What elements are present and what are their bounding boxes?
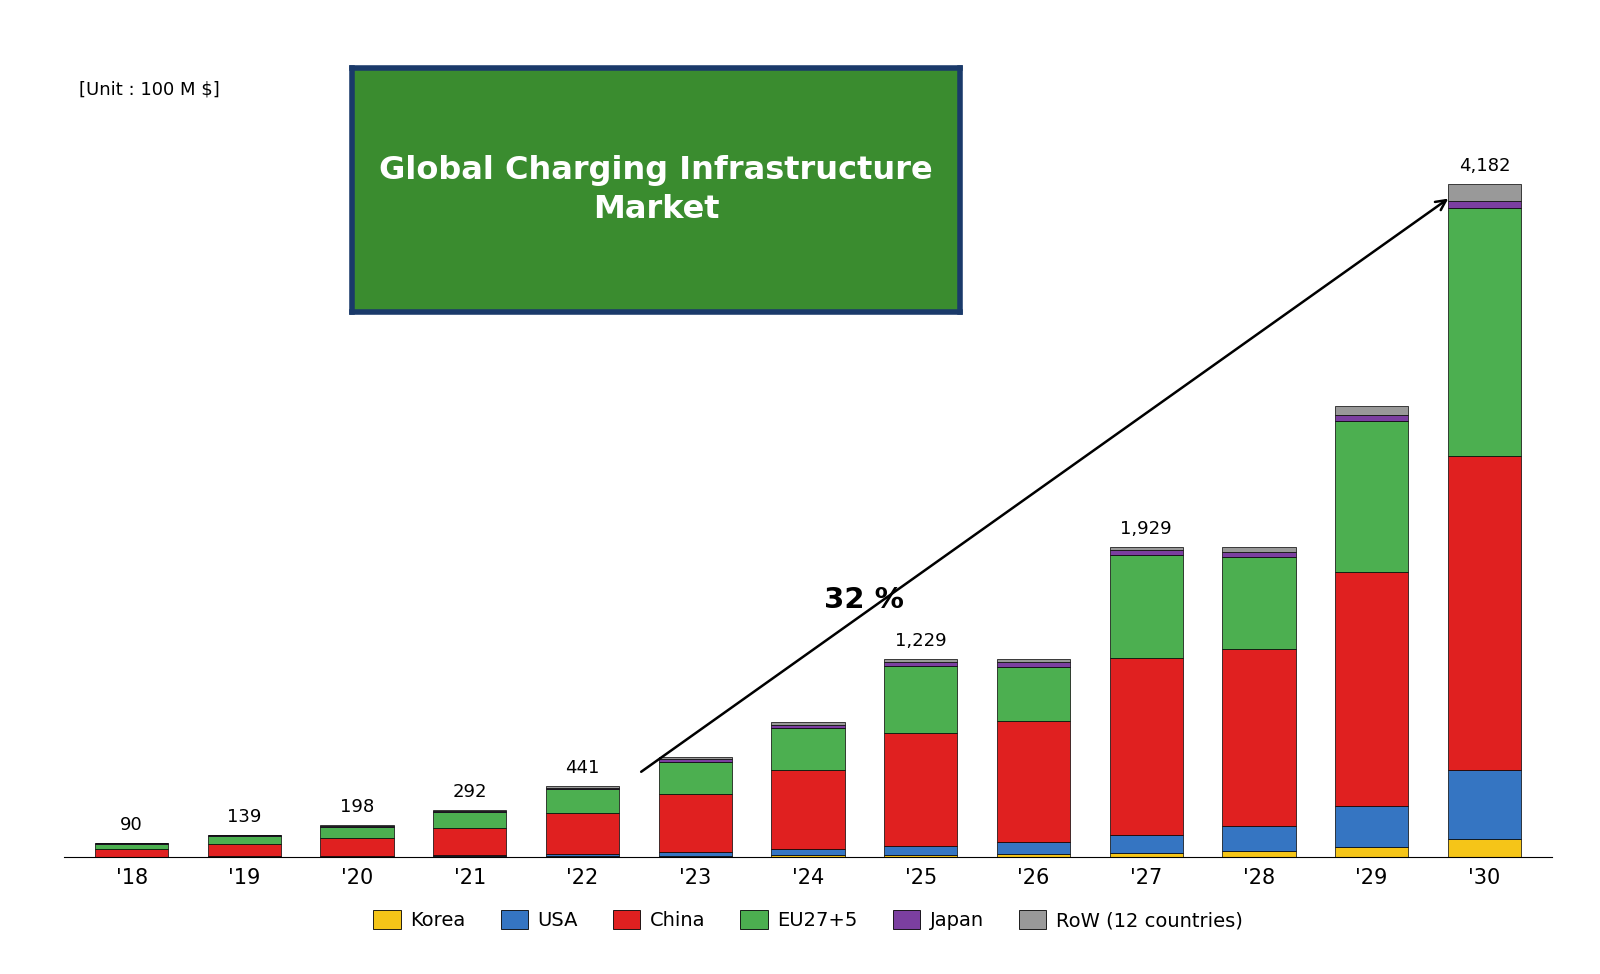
- Bar: [1109, 555, 1182, 658]
- Bar: [94, 848, 168, 857]
- Bar: [771, 855, 845, 857]
- Bar: [1448, 770, 1522, 840]
- Bar: [885, 733, 957, 845]
- Text: 4,182: 4,182: [1459, 157, 1510, 175]
- Bar: [1334, 421, 1408, 572]
- Bar: [546, 812, 619, 854]
- Bar: [1448, 208, 1522, 456]
- Bar: [997, 722, 1070, 843]
- Bar: [434, 812, 507, 828]
- Text: [Unit : 100 M $]: [Unit : 100 M $]: [78, 80, 219, 98]
- Bar: [1109, 836, 1182, 853]
- Bar: [1334, 805, 1408, 847]
- Bar: [885, 659, 957, 662]
- Bar: [1448, 201, 1522, 208]
- Text: 32 %: 32 %: [824, 585, 904, 614]
- Bar: [1222, 649, 1296, 826]
- Bar: [1222, 546, 1296, 552]
- Bar: [997, 666, 1070, 722]
- Bar: [1334, 572, 1408, 805]
- Bar: [320, 827, 394, 838]
- Bar: [659, 758, 731, 760]
- Bar: [434, 811, 507, 812]
- Bar: [1334, 415, 1408, 421]
- Bar: [771, 725, 845, 728]
- Bar: [659, 856, 731, 857]
- Text: 292: 292: [453, 783, 486, 802]
- Bar: [1109, 853, 1182, 857]
- Bar: [997, 659, 1070, 662]
- Text: Global Charging Infrastructure
Market: Global Charging Infrastructure Market: [379, 155, 933, 225]
- Bar: [1109, 550, 1182, 555]
- Bar: [771, 728, 845, 770]
- Text: 1,229: 1,229: [894, 632, 947, 651]
- Bar: [659, 794, 731, 852]
- Bar: [659, 760, 731, 762]
- Bar: [1222, 851, 1296, 857]
- Bar: [997, 843, 1070, 854]
- Bar: [546, 854, 619, 856]
- Bar: [1334, 847, 1408, 857]
- Bar: [885, 855, 957, 857]
- Bar: [1448, 840, 1522, 857]
- Bar: [434, 855, 507, 856]
- Bar: [94, 843, 168, 848]
- Bar: [659, 762, 731, 794]
- Bar: [1222, 826, 1296, 851]
- Bar: [1109, 546, 1182, 550]
- Bar: [1222, 557, 1296, 649]
- Bar: [885, 662, 957, 666]
- Text: 139: 139: [227, 807, 261, 826]
- Text: 90: 90: [120, 816, 142, 834]
- Bar: [546, 788, 619, 789]
- Bar: [546, 786, 619, 788]
- Text: 198: 198: [339, 799, 374, 816]
- Text: 1,929: 1,929: [1120, 520, 1171, 538]
- Bar: [885, 845, 957, 855]
- Bar: [997, 854, 1070, 857]
- Bar: [1334, 406, 1408, 415]
- Bar: [208, 843, 282, 856]
- Legend: Korea, USA, China, EU27+5, Japan, RoW (12 countries): Korea, USA, China, EU27+5, Japan, RoW (1…: [365, 903, 1251, 938]
- Bar: [1448, 456, 1522, 770]
- Bar: [997, 662, 1070, 666]
- Text: 441: 441: [565, 760, 600, 777]
- Bar: [546, 789, 619, 812]
- Bar: [771, 849, 845, 855]
- Bar: [1222, 552, 1296, 557]
- Bar: [1448, 184, 1522, 201]
- Bar: [771, 722, 845, 725]
- Bar: [208, 836, 282, 843]
- Bar: [434, 828, 507, 855]
- Bar: [659, 852, 731, 856]
- Bar: [885, 666, 957, 733]
- Bar: [771, 770, 845, 849]
- Bar: [1109, 658, 1182, 836]
- Bar: [320, 838, 394, 856]
